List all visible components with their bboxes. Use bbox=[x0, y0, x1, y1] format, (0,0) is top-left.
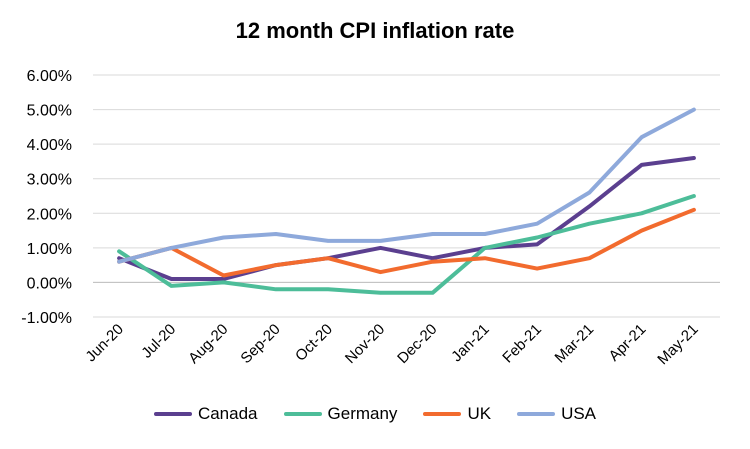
data-point-usa bbox=[222, 235, 226, 239]
data-point-usa bbox=[483, 232, 487, 236]
y-tick-label: -1.00% bbox=[21, 310, 72, 327]
data-point-uk bbox=[692, 208, 696, 212]
legend-swatch bbox=[153, 412, 192, 416]
data-point-germany bbox=[222, 280, 226, 284]
data-point-germany bbox=[274, 287, 278, 291]
data-point-usa bbox=[326, 239, 330, 243]
x-tick-label: Aug-20 bbox=[185, 321, 231, 367]
data-point-germany bbox=[692, 194, 696, 198]
y-tick-label: 0.00% bbox=[27, 275, 72, 292]
legend-label: UK bbox=[467, 404, 492, 423]
data-point-uk bbox=[431, 260, 435, 264]
data-point-uk bbox=[378, 270, 382, 274]
x-tick-label: Sep-20 bbox=[237, 321, 283, 367]
legend: Canada Germany UK USA bbox=[0, 404, 750, 424]
x-tick-label: Apr-21 bbox=[606, 321, 650, 365]
y-tick-label: 1.00% bbox=[27, 241, 72, 258]
data-point-germany bbox=[378, 291, 382, 295]
data-point-usa bbox=[117, 260, 121, 264]
data-point-usa bbox=[274, 232, 278, 236]
data-point-canada bbox=[640, 163, 644, 167]
data-point-usa bbox=[587, 191, 591, 195]
data-point-usa bbox=[692, 108, 696, 112]
legend-swatch bbox=[423, 412, 462, 416]
legend-item-canada: Canada bbox=[153, 404, 258, 424]
data-point-germany bbox=[169, 284, 173, 288]
legend-item-germany: Germany bbox=[283, 404, 398, 424]
series-line-usa bbox=[117, 107, 696, 264]
data-point-canada bbox=[222, 277, 226, 281]
x-tick-label: Feb-21 bbox=[499, 321, 545, 367]
data-point-canada bbox=[169, 277, 173, 281]
data-point-uk bbox=[274, 263, 278, 267]
data-point-uk bbox=[326, 256, 330, 260]
data-point-canada bbox=[587, 204, 591, 208]
x-tick-label: Nov-20 bbox=[342, 321, 388, 367]
legend-swatch bbox=[283, 412, 322, 416]
data-point-canada bbox=[535, 242, 539, 246]
data-point-uk bbox=[483, 256, 487, 260]
legend-item-uk: UK bbox=[423, 404, 491, 424]
data-point-germany bbox=[640, 211, 644, 215]
data-point-usa bbox=[169, 246, 173, 250]
x-tick-label: Jan-21 bbox=[448, 321, 492, 365]
y-tick-label: 6.00% bbox=[27, 68, 72, 85]
data-point-germany bbox=[431, 291, 435, 295]
data-point-germany bbox=[587, 222, 591, 226]
y-tick-label: 2.00% bbox=[27, 206, 72, 223]
legend-swatch bbox=[517, 412, 556, 416]
data-point-uk bbox=[587, 256, 591, 260]
y-tick-label: 3.00% bbox=[27, 172, 72, 189]
data-point-uk bbox=[640, 229, 644, 233]
data-point-germany bbox=[483, 246, 487, 250]
series-line-germany bbox=[117, 194, 696, 295]
x-tick-label: Mar-21 bbox=[552, 321, 598, 367]
legend-label: Germany bbox=[327, 404, 398, 423]
y-tick-label: 5.00% bbox=[27, 103, 72, 120]
x-tick-label: Jun-20 bbox=[82, 321, 126, 365]
y-tick-label: 4.00% bbox=[27, 137, 72, 154]
legend-label: Canada bbox=[197, 404, 258, 423]
x-tick-label: Oct-20 bbox=[292, 321, 336, 365]
data-point-germany bbox=[326, 287, 330, 291]
data-point-usa bbox=[431, 232, 435, 236]
data-point-canada bbox=[117, 256, 121, 260]
data-point-germany bbox=[117, 249, 121, 253]
legend-item-usa: USA bbox=[517, 404, 596, 424]
data-point-canada bbox=[692, 156, 696, 160]
data-point-germany bbox=[535, 235, 539, 239]
data-point-usa bbox=[378, 239, 382, 243]
series-line-uk bbox=[117, 207, 696, 278]
series-line-canada bbox=[117, 156, 696, 281]
data-point-uk bbox=[535, 267, 539, 271]
chart-title: 12 month CPI inflation rate bbox=[235, 18, 515, 43]
legend-label: USA bbox=[561, 404, 597, 423]
x-tick-label: May-21 bbox=[654, 321, 701, 368]
data-point-uk bbox=[222, 274, 226, 278]
x-tick-label: Jul-20 bbox=[138, 321, 179, 362]
data-point-usa bbox=[640, 135, 644, 139]
x-tick-label: Dec-20 bbox=[394, 321, 440, 367]
data-point-canada bbox=[431, 256, 435, 260]
data-point-usa bbox=[535, 222, 539, 226]
data-point-canada bbox=[378, 246, 382, 250]
